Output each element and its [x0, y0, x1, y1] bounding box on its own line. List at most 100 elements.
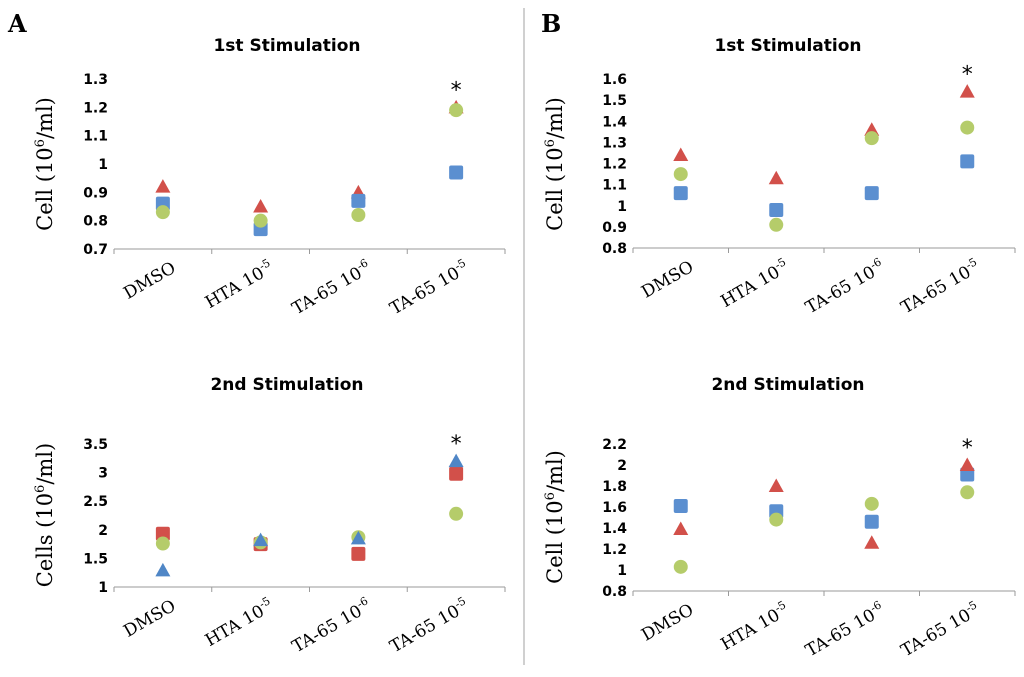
- data-point-circle: [864, 131, 879, 146]
- data-point-square: [351, 546, 366, 561]
- data-point-circle: [769, 512, 784, 527]
- chart-0: 1st Stimulation 0.7 0.8 0.9 1 1.1 1.2 1.3 Cell (…: [33, 36, 506, 319]
- data-point-circle: [351, 208, 366, 222]
- y-tick-label: 1: [98, 580, 108, 596]
- x-tick-label: TA-65 10-6: [288, 256, 375, 319]
- y-tick-label: 1.2: [83, 100, 108, 116]
- y-tick-label: 2.2: [602, 437, 627, 453]
- x-tick-label: HTA 10-5: [717, 255, 793, 312]
- data-point-square: [673, 186, 688, 201]
- data-point-square: [960, 154, 975, 169]
- y-tick-label: 0.8: [83, 214, 108, 230]
- data-point-triangle: [155, 179, 171, 193]
- significance-star: *: [962, 436, 973, 461]
- chart-1: 1st Stimulation 0.8 0.9 1 1.1 1.2 1.3 1.4 1.5 1.6…: [543, 36, 1016, 318]
- x-tick-label: HTA 10-5: [717, 598, 793, 655]
- y-tick-label: 1.4: [602, 114, 627, 130]
- x-tick-label: TA-65 10-6: [801, 255, 888, 318]
- y-tick-label: 1.3: [602, 135, 627, 151]
- data-point-square: [673, 498, 688, 513]
- x-tick-label: HTA 10-5: [201, 256, 277, 313]
- data-point-circle: [673, 559, 688, 574]
- data-point-circle: [673, 167, 688, 182]
- data-point-circle: [960, 485, 975, 500]
- x-tick-label: DMSO: [120, 258, 179, 304]
- data-point-square: [769, 202, 784, 217]
- data-point-square: [449, 466, 464, 481]
- data-point-triangle: [768, 170, 784, 185]
- y-tick-label: 1: [98, 157, 108, 173]
- y-tick-label: 1: [617, 199, 627, 215]
- significance-star: *: [962, 63, 973, 88]
- y-tick-label: 1.6: [602, 72, 627, 88]
- data-point-circle: [253, 213, 268, 228]
- data-point-triangle: [448, 453, 464, 468]
- y-tick-label: 1.6: [602, 500, 627, 516]
- chart-title: 2nd Stimulation: [210, 375, 363, 395]
- data-point-triangle: [673, 147, 689, 162]
- data-point-square: [155, 526, 170, 541]
- y-axis-label: Cell (106/ml): [33, 97, 57, 231]
- y-tick-label: 0.9: [83, 185, 108, 201]
- data-point-circle: [155, 536, 170, 551]
- data-point-triangle: [864, 535, 880, 549]
- chart-2: 2nd Stimulation 1 1.5 2 2.5 3 3.5 Cells (106/ml…: [33, 375, 506, 657]
- y-tick-label: 1.8: [602, 479, 627, 495]
- y-tick-label: 3: [98, 466, 108, 482]
- chart-title: 1st Stimulation: [714, 36, 861, 56]
- data-point-square: [449, 165, 464, 180]
- x-tick-label: HTA 10-5: [201, 594, 277, 651]
- chart-3: 2nd Stimulation 0.8 1 1.2 1.4 1.6 1.8 2 2.2 Cell …: [543, 375, 1016, 661]
- data-point-triangle: [768, 478, 784, 492]
- data-point-square: [351, 193, 366, 208]
- y-tick-label: 1.1: [83, 129, 108, 145]
- y-tick-label: 1.5: [602, 93, 627, 109]
- data-point-circle: [769, 217, 784, 232]
- y-tick-label: 1.3: [83, 72, 108, 88]
- x-tick-label: TA-65 10-5: [897, 255, 984, 318]
- panel-label-b: B: [541, 9, 561, 38]
- data-point-circle: [155, 205, 170, 220]
- y-tick-label: 2: [98, 523, 108, 539]
- x-tick-label: TA-65 10-5: [897, 598, 984, 661]
- y-tick-label: 2: [617, 458, 627, 474]
- y-axis-label: Cell (106/ml): [543, 97, 567, 231]
- x-tick-label: DMSO: [638, 600, 697, 646]
- significance-star: *: [451, 78, 462, 103]
- data-point-circle: [449, 506, 464, 521]
- x-tick-label: DMSO: [638, 257, 697, 303]
- x-tick-label: DMSO: [120, 596, 179, 642]
- data-point-circle: [449, 103, 464, 118]
- data-point-circle: [864, 496, 879, 511]
- data-point-triangle: [959, 84, 975, 98]
- y-tick-label: 3.5: [83, 437, 108, 453]
- y-tick-label: 1.5: [83, 551, 108, 567]
- chart-title: 2nd Stimulation: [711, 375, 864, 395]
- significance-star: *: [451, 432, 462, 457]
- y-axis-label: Cells (106/ml): [33, 443, 57, 587]
- y-tick-label: 1: [617, 563, 627, 579]
- y-tick-label: 0.8: [602, 584, 627, 600]
- data-point-triangle: [673, 521, 689, 536]
- panel-label-a: A: [7, 9, 27, 38]
- data-point-triangle: [350, 530, 366, 545]
- x-tick-label: TA-65 10-5: [386, 256, 473, 319]
- x-tick-label: TA-65 10-6: [288, 594, 375, 657]
- y-axis-label: Cell (106/ml): [543, 450, 567, 584]
- y-tick-label: 0.8: [602, 241, 627, 257]
- y-tick-label: 1.2: [602, 542, 627, 558]
- data-point-triangle: [155, 562, 171, 577]
- y-tick-label: 0.9: [602, 220, 627, 236]
- chart-title: 1st Stimulation: [213, 36, 360, 56]
- y-tick-label: 1.4: [602, 521, 627, 537]
- y-tick-label: 2.5: [83, 494, 108, 510]
- y-tick-label: 1.2: [602, 157, 627, 173]
- data-point-square: [864, 186, 879, 201]
- data-point-triangle: [253, 199, 269, 213]
- data-point-triangle: [959, 457, 975, 471]
- data-point-square: [864, 514, 879, 529]
- y-tick-label: 1.1: [602, 178, 627, 194]
- x-tick-label: TA-65 10-5: [386, 594, 473, 657]
- data-point-circle: [960, 120, 975, 135]
